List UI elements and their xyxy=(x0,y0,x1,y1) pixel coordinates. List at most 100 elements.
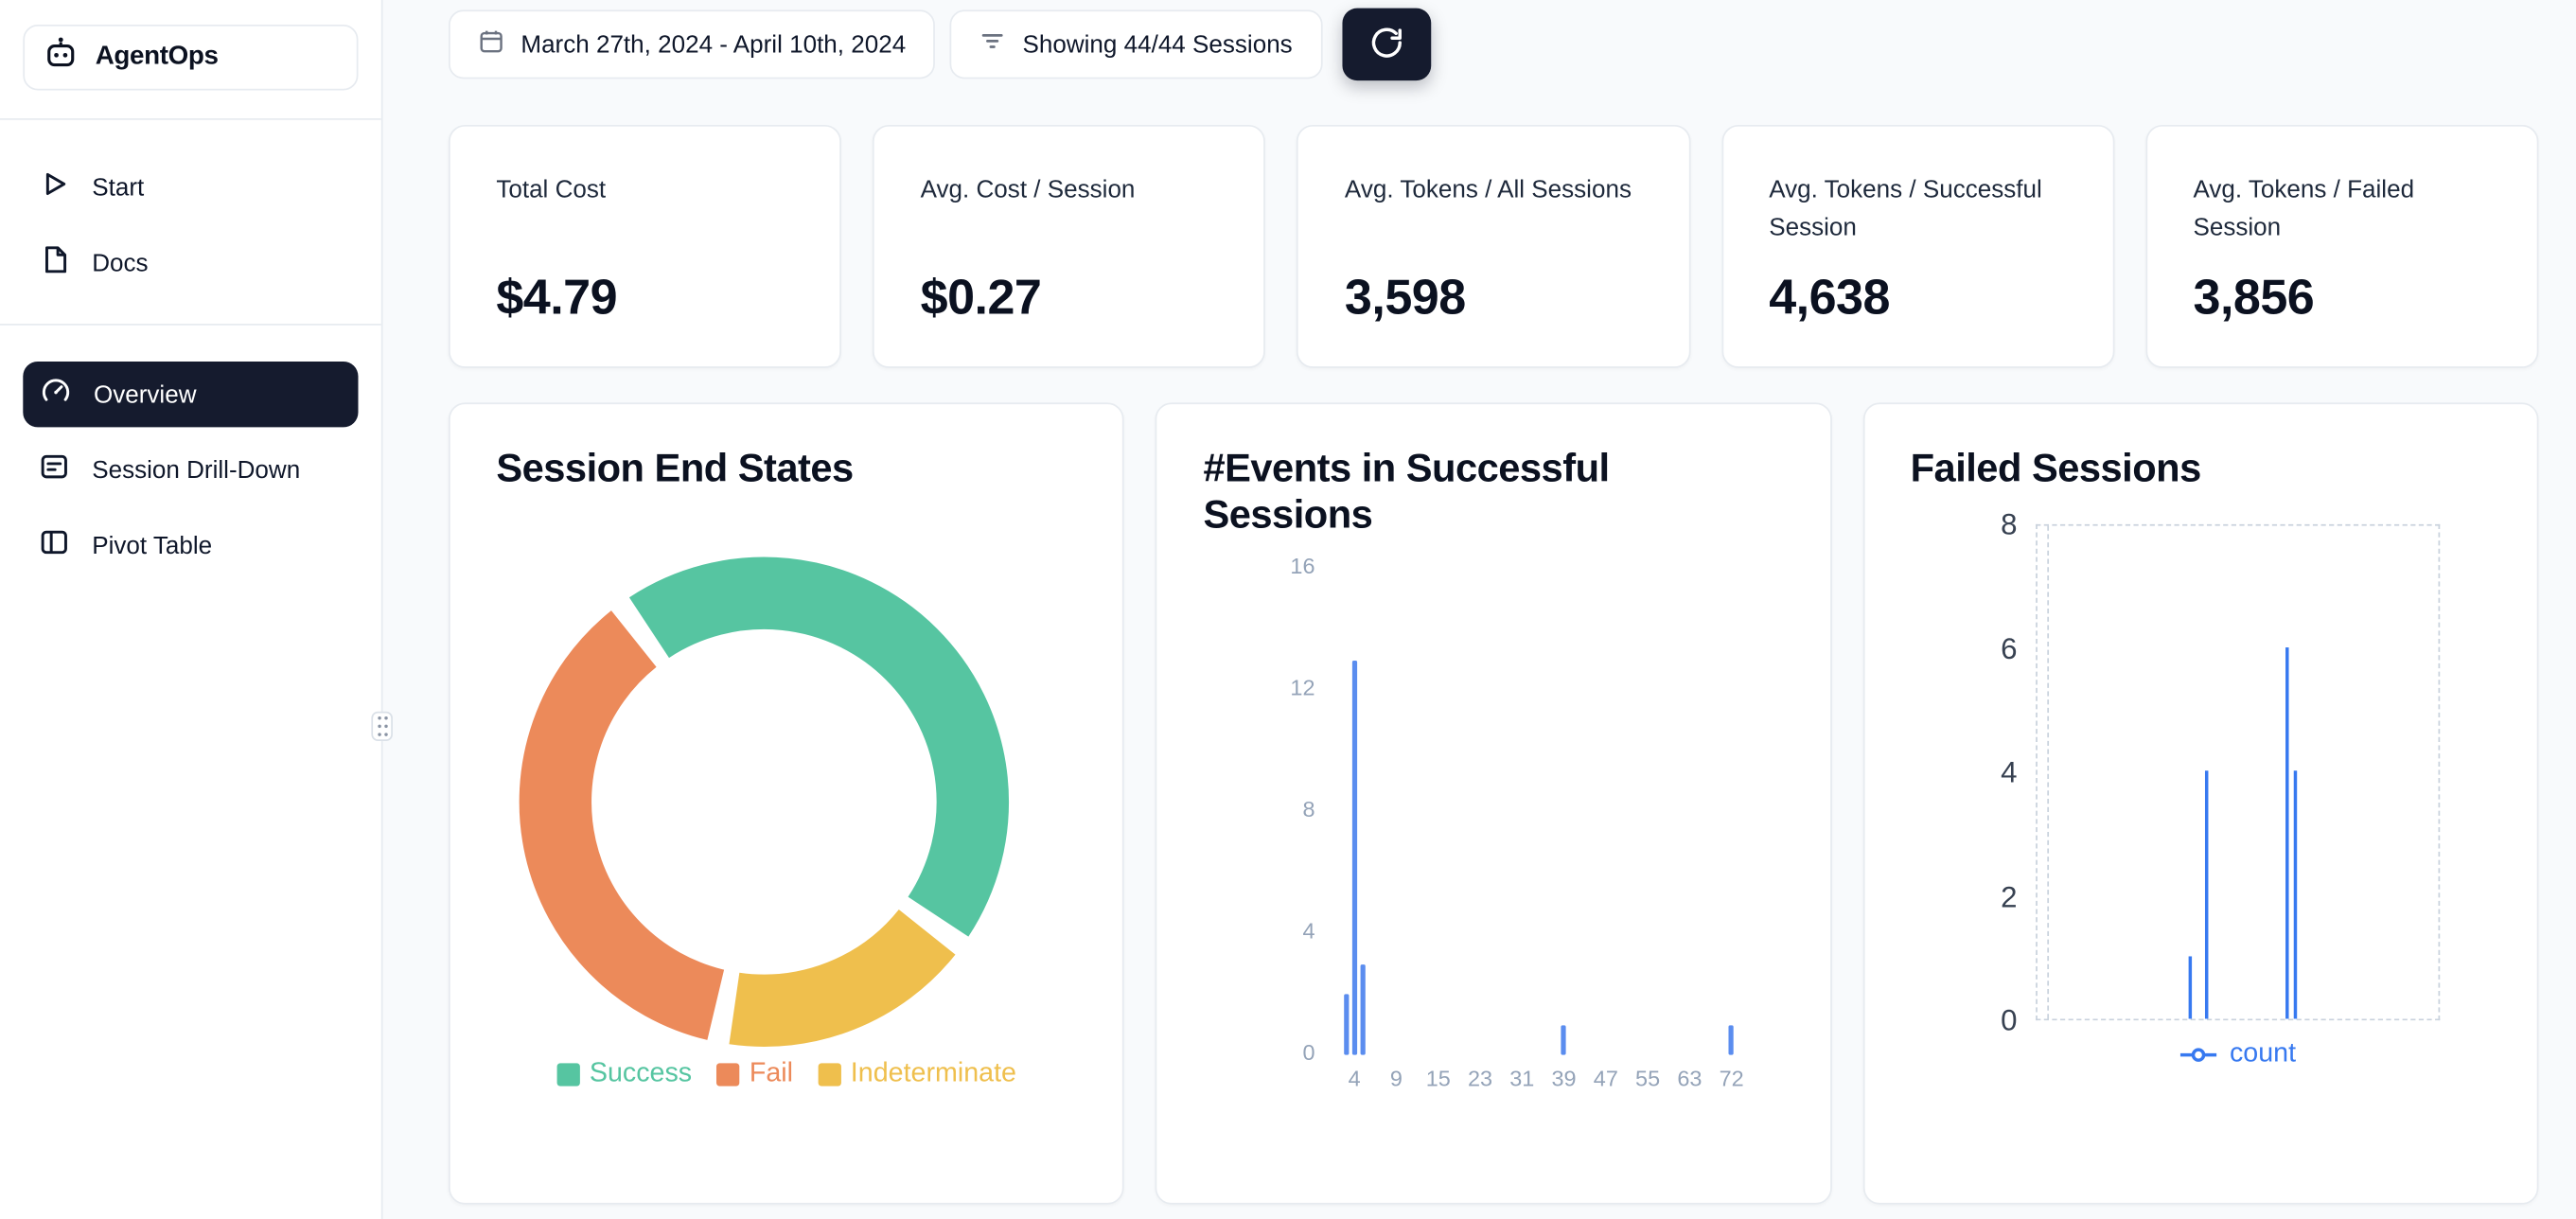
nav-label: Overview xyxy=(93,380,197,409)
sidebar-resize-handle[interactable] xyxy=(371,711,393,742)
legend-swatch xyxy=(716,1062,740,1086)
sessions-filter-label: Showing 44/44 Sessions xyxy=(1022,30,1293,59)
nav-label: Pivot Table xyxy=(92,531,213,560)
bar-x72 xyxy=(1729,1024,1735,1055)
grip-dots-icon xyxy=(377,716,387,736)
sidebar: AgentOps Start Docs xyxy=(0,0,383,1219)
donut-chart xyxy=(518,556,1011,1049)
failed-sessions-chart: 0 2 4 6 8 xyxy=(2001,507,2440,1037)
legend-label: Indeterminate xyxy=(850,1058,1017,1088)
stat-value: 3,598 xyxy=(1344,271,1466,326)
chart-title: #Events in Successful Sessions xyxy=(1203,447,1610,538)
y-axis-label: 2 xyxy=(2001,879,2018,913)
stat-card-total-cost: Total Cost $4.79 xyxy=(448,124,842,368)
stat-label: Avg. Cost / Session xyxy=(920,175,1136,204)
x-axis-label: 55 xyxy=(1635,1066,1661,1091)
sidebar-divider xyxy=(0,118,381,120)
x-axis-label: 39 xyxy=(1551,1066,1577,1091)
sidebar-nav-main: Overview Session Drill-Down xyxy=(0,361,381,607)
x-axis-label: 47 xyxy=(1593,1066,1618,1091)
donut-legend-item-success[interactable]: Success xyxy=(556,1058,692,1089)
stat-label: Avg. Tokens / Successful Session xyxy=(1769,175,2042,242)
play-icon xyxy=(38,168,71,207)
stat-value: 4,638 xyxy=(1769,271,1890,326)
x-axis-label: 63 xyxy=(1677,1066,1703,1091)
nav-label: Session Drill-Down xyxy=(92,455,301,485)
count-spike xyxy=(2285,646,2289,1019)
donut-legend-item-fail[interactable]: Fail xyxy=(716,1058,793,1089)
session-end-states-donut xyxy=(519,556,1009,1047)
stat-label: Total Cost xyxy=(496,175,607,204)
y-axis-label: 8 xyxy=(1302,797,1315,822)
date-range-label: March 27th, 2024 - April 10th, 2024 xyxy=(520,30,907,59)
stat-card-avg-tokens-all: Avg. Tokens / All Sessions 3,598 xyxy=(1297,124,1690,368)
stat-card-avg-tokens-successful: Avg. Tokens / Successful Session 4,638 xyxy=(1720,124,2115,368)
donut-legend: Success Fail Indeterminate xyxy=(450,1058,1123,1089)
legend-label: Fail xyxy=(749,1058,794,1088)
x-axis-label: 23 xyxy=(1467,1066,1493,1091)
refresh-button[interactable] xyxy=(1341,8,1431,81)
sidebar-item-pivot-table[interactable]: Pivot Table xyxy=(0,507,381,583)
charts-row: Session End States Success Fail Indetermin… xyxy=(448,402,2539,1205)
logo: AgentOps xyxy=(23,25,359,91)
stat-value: $4.79 xyxy=(496,271,618,326)
sidebar-item-start[interactable]: Start xyxy=(0,150,381,225)
sidebar-divider xyxy=(0,324,381,326)
donut-slice-fail xyxy=(519,610,725,1040)
y-axis-label: 0 xyxy=(2001,1003,2018,1037)
y-axis-label: 6 xyxy=(2001,631,2018,665)
list-panel-icon xyxy=(38,450,71,490)
stat-value: $0.27 xyxy=(920,271,1042,326)
donut-legend-item-indeterminate[interactable]: Indeterminate xyxy=(818,1058,1016,1089)
x-axis-label: 9 xyxy=(1389,1066,1403,1091)
stat-card-avg-tokens-failed: Avg. Tokens / Failed Session 3,856 xyxy=(2145,124,2539,368)
bar-x4 xyxy=(1351,660,1357,1055)
nav-label: Docs xyxy=(92,249,149,277)
sidebar-item-docs[interactable]: Docs xyxy=(0,225,381,301)
events-histogram-card: #Events in Successful Sessions 0 4 8 12 16 4 9… xyxy=(1156,402,1832,1205)
calendar-icon xyxy=(478,28,504,62)
stat-label: Avg. Tokens / Failed Session xyxy=(2193,175,2415,242)
stats-row: Total Cost $4.79 Avg. Cost / Session $0.… xyxy=(448,124,2539,368)
date-range-button[interactable]: March 27th, 2024 - April 10th, 2024 xyxy=(448,9,936,80)
y-axis-label: 0 xyxy=(1302,1040,1315,1066)
gauge-icon xyxy=(40,375,73,415)
document-icon xyxy=(38,243,71,283)
y-axis-label: 4 xyxy=(2001,755,2018,789)
bar-x5 xyxy=(1360,963,1366,1055)
count-spike xyxy=(2188,956,2193,1019)
chart-title: Failed Sessions xyxy=(1910,447,2202,492)
main-content: March 27th, 2024 - April 10th, 2024 Show… xyxy=(384,0,2576,1219)
legend-swatch xyxy=(556,1062,580,1086)
stat-value: 3,856 xyxy=(2193,271,2315,326)
sidebar-item-session-drill-down[interactable]: Session Drill-Down xyxy=(0,433,381,508)
events-bar-chart: 0 4 8 12 16 4 9 15 23 31 39 47 55 63 72 xyxy=(1290,554,1775,1091)
chart-title: Session End States xyxy=(496,447,854,492)
session-end-states-card: Session End States Success Fail Indetermin… xyxy=(448,402,1125,1205)
line-marker-icon xyxy=(2179,1046,2218,1062)
sidebar-nav-top: Start Docs xyxy=(0,120,381,324)
y-axis-label: 12 xyxy=(1290,675,1315,700)
bar-x3 xyxy=(1343,994,1349,1055)
agentops-logo-icon xyxy=(41,34,80,81)
sidebar-item-overview[interactable]: Overview xyxy=(23,361,359,428)
app-name: AgentOps xyxy=(95,43,219,71)
toolbar: March 27th, 2024 - April 10th, 2024 Show… xyxy=(448,8,2538,81)
count-spike xyxy=(2204,770,2209,1019)
table-columns-icon xyxy=(38,526,71,566)
x-axis-label: 31 xyxy=(1509,1066,1535,1091)
sessions-filter-button[interactable]: Showing 44/44 Sessions xyxy=(950,9,1322,80)
y-axis-label: 16 xyxy=(1290,554,1315,579)
donut-slice-success xyxy=(628,556,1009,937)
x-axis-label: 72 xyxy=(1719,1066,1744,1091)
failed-sessions-card: Failed Sessions 0 2 4 6 8 count xyxy=(1862,402,2539,1205)
refresh-icon xyxy=(1368,24,1404,64)
stat-label: Avg. Tokens / All Sessions xyxy=(1344,175,1632,204)
count-spike xyxy=(2293,770,2298,1019)
count-legend[interactable]: count xyxy=(2036,1038,2440,1069)
count-legend-label: count xyxy=(2229,1038,2297,1069)
legend-label: Success xyxy=(589,1058,693,1088)
filter-icon xyxy=(979,28,1006,62)
y-axis-label: 8 xyxy=(2001,507,2018,541)
